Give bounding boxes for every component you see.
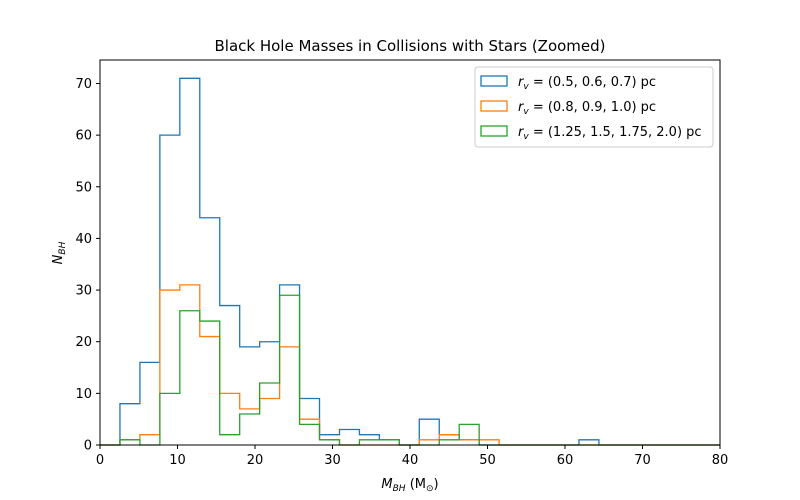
histogram-series-3 — [100, 294, 720, 446]
y-tick-label: 30 — [75, 284, 92, 299]
chart-title: Black Hole Masses in Collisions with Sta… — [214, 37, 605, 55]
y-tick-label: 70 — [75, 77, 92, 92]
x-axis: 0 10 20 30 40 50 60 70 80 — [96, 445, 728, 468]
y-axis: 0 10 20 30 40 50 60 70 — [75, 77, 100, 454]
x-tick-label: 70 — [634, 453, 651, 468]
histogram-series-2 — [100, 284, 720, 446]
legend-swatch-2 — [480, 100, 508, 112]
legend: rv = (0.5, 0.6, 0.7) pc rv = (0.8, 0.9, 1… — [474, 66, 714, 148]
legend-label-2: rv = (0.8, 0.9, 1.0) pc — [518, 100, 656, 117]
y-tick-label: 60 — [75, 129, 92, 144]
x-tick-label: 50 — [479, 453, 496, 468]
x-tick-label: 80 — [712, 453, 729, 468]
legend-box — [474, 66, 714, 148]
legend-label-3: rv = (1.25, 1.5, 1.75, 2.0) pc — [518, 125, 702, 142]
y-axis-title: NBH — [51, 241, 68, 264]
x-tick-label: 0 — [96, 453, 104, 468]
legend-label-1: rv = (0.5, 0.6, 0.7) pc — [518, 75, 656, 92]
legend-swatch-3 — [480, 125, 508, 137]
y-tick-label: 20 — [75, 335, 92, 350]
legend-swatch-1 — [480, 75, 508, 87]
x-tick-label: 60 — [557, 453, 574, 468]
x-tick-label: 10 — [169, 453, 186, 468]
x-tick-label: 40 — [402, 453, 419, 468]
y-tick-label: 10 — [75, 387, 92, 402]
y-tick-label: 40 — [75, 232, 92, 247]
x-tick-label: 20 — [247, 453, 264, 468]
x-axis-title: MBH (M⊙) — [381, 477, 438, 494]
y-tick-label: 0 — [84, 439, 92, 454]
y-tick-label: 50 — [75, 180, 92, 195]
histogram-series-1 — [100, 77, 720, 446]
x-tick-label: 30 — [324, 453, 341, 468]
